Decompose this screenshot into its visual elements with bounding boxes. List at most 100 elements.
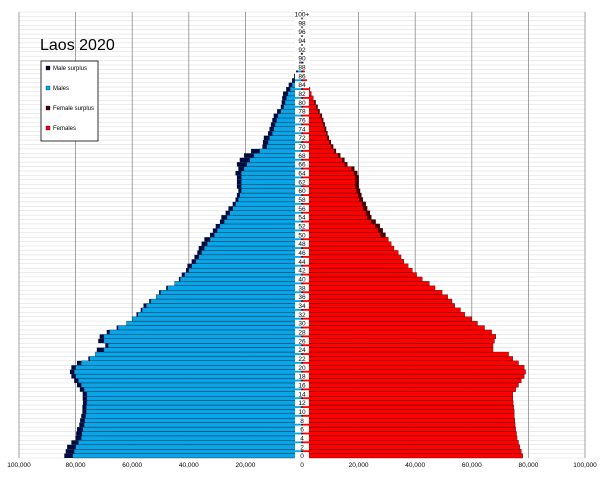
age-label: 84: [298, 82, 306, 89]
female-bar: [302, 330, 492, 334]
female-edge-shade: [355, 180, 358, 184]
age-label: 92: [298, 47, 306, 54]
male-surplus-bar: [166, 286, 167, 290]
male-bar: [85, 418, 302, 422]
age-label: 70: [298, 144, 306, 151]
female-bar: [302, 175, 359, 179]
male-bar: [244, 167, 302, 171]
female-bar: [302, 211, 370, 215]
female-bar: [302, 387, 516, 391]
male-bar: [76, 365, 302, 369]
male-surplus-bar: [233, 202, 236, 206]
male-bar: [241, 189, 302, 193]
x-tick-label: 100,000: [573, 462, 597, 469]
male-surplus-bar: [244, 153, 254, 157]
male-surplus-bar: [289, 83, 292, 87]
female-bar: [302, 356, 513, 360]
female-bar: [302, 396, 513, 400]
x-tick-label: 60,000: [462, 462, 482, 469]
male-surplus-bar: [271, 122, 275, 126]
male-surplus-bar: [281, 105, 284, 109]
male-surplus-bar: [202, 242, 208, 246]
male-surplus-bar: [74, 379, 78, 383]
age-label: 42: [298, 268, 306, 275]
female-edge-shade: [357, 189, 360, 193]
male-bar: [247, 162, 302, 166]
male-surplus-bar: [264, 136, 270, 140]
age-label: 30: [298, 321, 306, 328]
male-surplus-bar: [251, 149, 259, 153]
male-bar: [156, 295, 302, 299]
female-bar: [302, 383, 518, 387]
male-bar: [87, 396, 302, 400]
male-bar: [175, 281, 302, 285]
female-edge-shade: [359, 197, 363, 201]
female-bar: [302, 405, 514, 409]
male-bar: [104, 348, 302, 352]
female-bar: [302, 255, 401, 259]
male-bar: [217, 228, 302, 232]
female-edge-shade: [380, 233, 385, 237]
x-tick-label: 20,000: [235, 462, 255, 469]
female-bar: [302, 281, 429, 285]
male-surplus-bar: [268, 131, 272, 135]
male-bar: [73, 454, 302, 458]
female-bar: [302, 246, 394, 250]
age-label: 20: [298, 365, 306, 372]
female-bar: [302, 440, 518, 444]
female-edge-shade: [362, 202, 366, 206]
female-bar: [302, 242, 391, 246]
male-bar: [235, 202, 302, 206]
female-edge-shade: [327, 136, 329, 140]
male-surplus-bar: [221, 215, 227, 219]
age-label: 36: [298, 294, 306, 301]
male-bar: [240, 193, 302, 197]
male-surplus-bar: [272, 118, 276, 122]
male-surplus-bar: [179, 277, 180, 281]
x-tick-label: 60,000: [122, 462, 142, 469]
age-label: 96: [298, 29, 306, 36]
age-label: 64: [298, 170, 306, 177]
male-surplus-bar: [237, 193, 240, 197]
male-bar: [250, 158, 302, 162]
male-bar: [90, 356, 302, 360]
age-label: 90: [298, 56, 306, 63]
male-surplus-bar: [79, 423, 84, 427]
male-surplus-bar: [220, 220, 224, 224]
age-label: 62: [298, 179, 306, 186]
male-surplus-bar: [71, 440, 78, 444]
male-bar: [95, 352, 302, 356]
age-label: 14: [298, 391, 306, 398]
male-bar: [84, 387, 302, 391]
x-tick-label: 20,000: [349, 462, 369, 469]
male-bar: [227, 215, 302, 219]
age-label: 100+: [295, 12, 310, 19]
female-bar: [302, 343, 493, 347]
male-surplus-bar: [77, 383, 81, 387]
age-label: 18: [298, 374, 306, 381]
male-surplus-bar: [98, 339, 104, 343]
female-bar: [302, 432, 517, 436]
female-bar: [302, 321, 477, 325]
legend-swatch: [46, 66, 50, 70]
female-bar: [302, 379, 521, 383]
female-edge-shade: [323, 122, 325, 126]
male-bar: [76, 374, 302, 378]
female-bar: [302, 250, 398, 254]
female-edge-shade: [342, 158, 345, 162]
legend-label: Males: [53, 86, 69, 92]
x-tick-label: 40,000: [179, 462, 199, 469]
male-surplus-bar: [216, 224, 220, 228]
male-bar: [74, 449, 302, 453]
female-bar: [302, 370, 526, 374]
male-bar: [104, 339, 302, 343]
female-bar: [302, 418, 515, 422]
female-bar: [302, 233, 385, 237]
age-label: 72: [298, 135, 306, 142]
age-label: 50: [298, 232, 306, 239]
male-surplus-bar: [182, 273, 185, 277]
male-bar: [82, 432, 302, 436]
female-edge-shade: [316, 105, 318, 109]
male-surplus-bar: [282, 96, 286, 100]
